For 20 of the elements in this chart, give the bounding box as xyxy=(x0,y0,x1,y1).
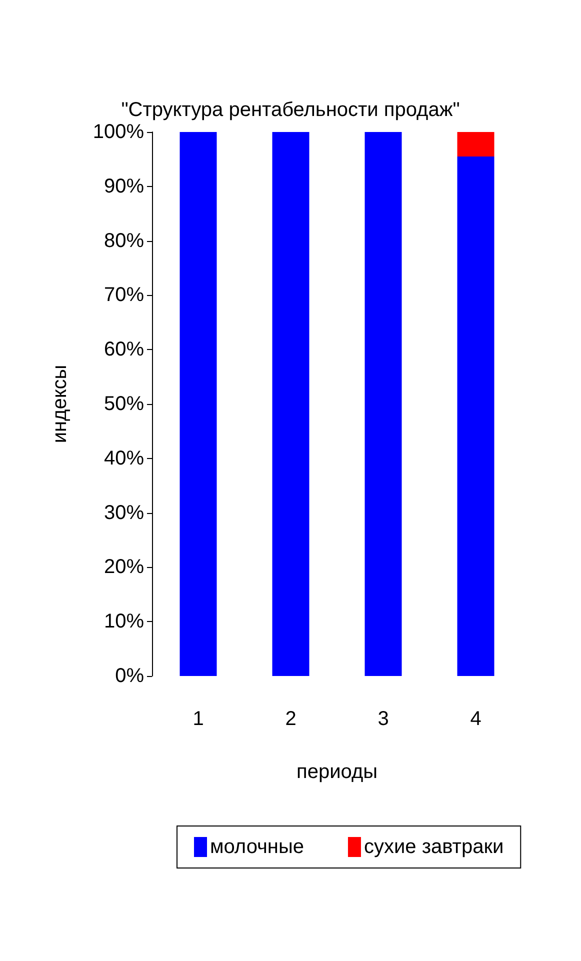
x-tick-label: 4 xyxy=(470,708,482,730)
y-tick-label: 70% xyxy=(104,284,144,306)
y-tick-label: 20% xyxy=(104,556,144,578)
y-tick-label: 80% xyxy=(104,230,144,252)
y-tick-label: 90% xyxy=(104,175,144,198)
y-tick-label: 40% xyxy=(104,447,144,470)
y-tick-label: 60% xyxy=(104,338,144,361)
x-axis-title: периоды xyxy=(296,761,378,783)
x-tick-label: 1 xyxy=(192,708,204,730)
legend-label: сухие завтраки xyxy=(364,836,504,858)
y-axis-title: индексы xyxy=(49,364,71,444)
chart-title: "Структура рентабельности продаж" xyxy=(121,99,460,121)
x-tick-label: 2 xyxy=(285,708,296,730)
y-tick-label: 100% xyxy=(92,121,144,143)
y-tick-label: 10% xyxy=(104,610,144,633)
y-tick-label: 0% xyxy=(115,665,144,687)
y-tick-label: 30% xyxy=(104,502,144,524)
x-tick-label: 3 xyxy=(378,708,389,730)
y-tick-label: 50% xyxy=(104,393,144,415)
legend-label: молочные xyxy=(210,836,304,858)
